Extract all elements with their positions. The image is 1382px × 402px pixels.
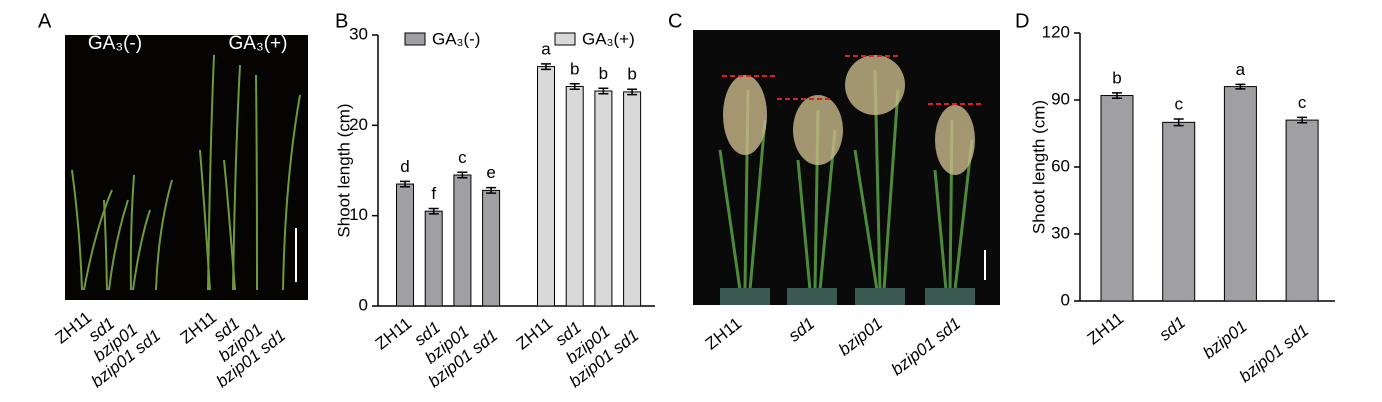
x-tick-label: sd1	[1156, 313, 1189, 345]
y-tick-label: 60	[1051, 156, 1070, 175]
panel-label: B	[335, 10, 348, 32]
seedling-photo	[65, 35, 308, 300]
significance-letter: a	[1236, 60, 1246, 79]
significance-letter: b	[599, 64, 608, 83]
panel-label: A	[38, 10, 52, 32]
error-bar	[598, 87, 609, 95]
error-bar	[428, 207, 439, 215]
bar	[1162, 121, 1196, 302]
x-tick-label: ZH11	[1084, 309, 1127, 349]
error-bar	[569, 83, 580, 90]
error-bar	[1297, 116, 1308, 124]
photo-label: GA₃(-)	[88, 33, 142, 54]
significance-letter: c	[1298, 93, 1307, 112]
bar	[537, 66, 555, 307]
y-tick-label: 0	[359, 295, 368, 314]
significance-letter: a	[541, 39, 551, 58]
x-tick-label: ZH11	[372, 314, 415, 354]
y-tick-label: 30	[349, 24, 368, 43]
significance-letter: b	[627, 65, 636, 84]
bar	[453, 174, 472, 307]
x-tick-label: bzip01 sd1	[888, 314, 964, 380]
bar	[396, 183, 414, 307]
panel-label: D	[1015, 10, 1029, 32]
x-tick-label: ZH11	[702, 314, 745, 354]
significance-letter: c	[458, 148, 467, 167]
significance-letter: c	[1174, 94, 1183, 113]
bar	[1223, 86, 1257, 302]
x-tick-label: bzip01	[1199, 317, 1250, 363]
bar	[1285, 119, 1319, 302]
x-tick-label: bzip01	[835, 314, 886, 360]
bar	[623, 91, 642, 307]
error-bar	[541, 63, 551, 71]
error-bar	[400, 180, 410, 188]
bar	[594, 90, 613, 307]
legend-label: GA₃(+)	[582, 29, 635, 48]
y-tick-label: 120	[1042, 22, 1070, 41]
y-tick-label: 0	[1061, 290, 1070, 309]
error-bar	[627, 88, 638, 96]
y-tick-label: 20	[349, 115, 368, 134]
x-tick-label: ZH11	[513, 314, 556, 354]
y-tick-label: 30	[1051, 223, 1070, 242]
bar	[565, 85, 584, 307]
significance-letter: b	[570, 59, 579, 78]
error-bar	[486, 186, 497, 194]
significance-letter: b	[1112, 68, 1121, 87]
photo-label: GA₃(+)	[229, 33, 288, 54]
error-bar	[457, 171, 468, 179]
significance-letter: e	[486, 163, 495, 182]
y-tick-label: 10	[349, 205, 368, 224]
error-bar	[1112, 92, 1122, 99]
x-tick-label: sd1	[785, 314, 818, 346]
bar	[1100, 95, 1134, 302]
bar	[482, 189, 501, 307]
y-axis-label: Shoot length (cm)	[334, 103, 353, 237]
y-axis-label: Shoot length (cm)	[1029, 100, 1048, 234]
error-bar	[1235, 83, 1246, 90]
panicles	[723, 55, 975, 175]
legend-label: GA₃(-)	[432, 29, 480, 48]
pots	[720, 288, 975, 305]
legend-swatch	[404, 32, 426, 46]
y-tick-label: 90	[1051, 89, 1070, 108]
significance-letter: d	[400, 157, 409, 176]
bar	[424, 210, 443, 307]
significance-letter: f	[431, 184, 436, 203]
height-markers	[722, 55, 984, 105]
error-bar	[1173, 118, 1184, 127]
panel-label: C	[668, 10, 682, 32]
seedlings	[71, 54, 301, 291]
legend-swatch	[554, 32, 576, 46]
